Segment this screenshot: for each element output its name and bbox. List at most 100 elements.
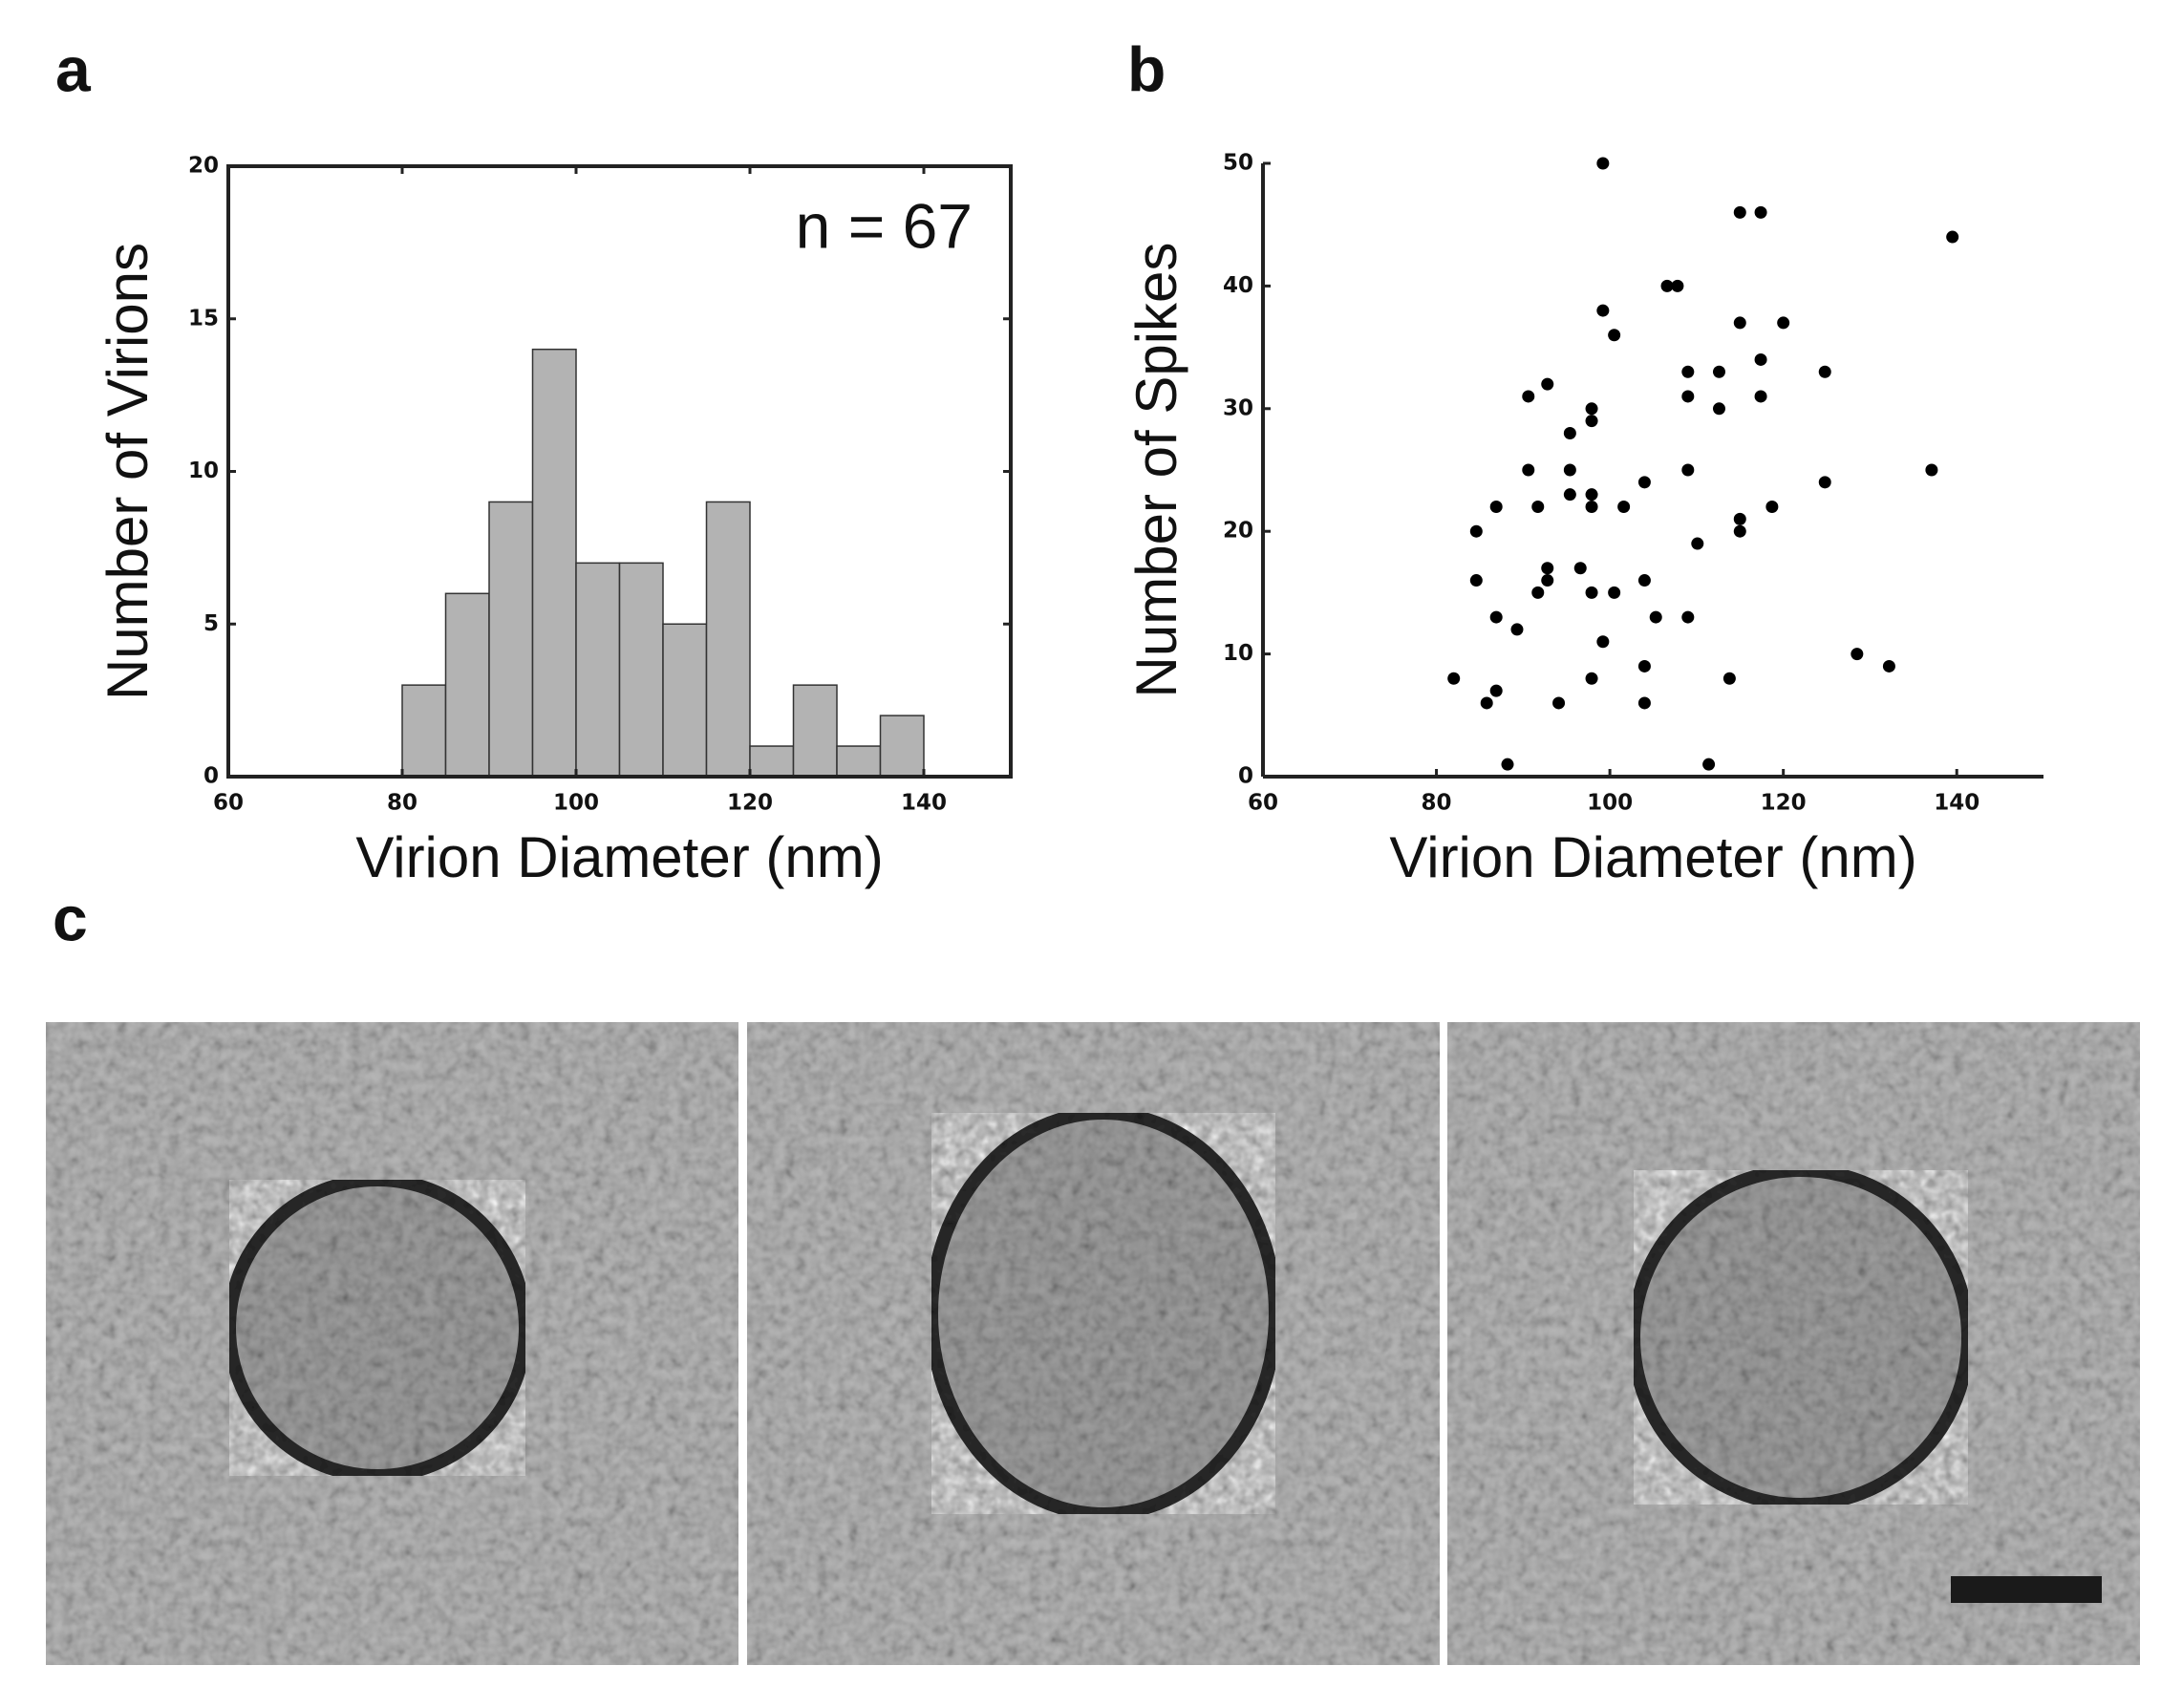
point [1818, 476, 1831, 489]
x-tick-label: 80 [387, 791, 417, 816]
micrograph [1447, 1022, 2140, 1665]
point [1681, 610, 1695, 624]
point [1712, 402, 1725, 416]
x-axis-label: Virion Diameter (nm) [1389, 825, 1916, 889]
point [1447, 672, 1461, 685]
bar [792, 684, 838, 778]
y-tick-label: 0 [203, 764, 219, 789]
point [1637, 476, 1651, 489]
point [1681, 390, 1695, 403]
x-tick-label: 140 [1934, 791, 1979, 816]
point [1541, 574, 1554, 587]
point [1489, 610, 1503, 624]
x-tick-label: 60 [213, 791, 244, 816]
point [1649, 610, 1662, 624]
point [1660, 279, 1674, 292]
point [1585, 672, 1598, 685]
point [1541, 562, 1554, 575]
point [1469, 524, 1483, 538]
point [1733, 524, 1746, 538]
point [1552, 696, 1566, 710]
y-tick-label: 10 [188, 459, 219, 483]
point [1765, 501, 1779, 514]
point [1637, 574, 1651, 587]
bar [531, 348, 577, 778]
x-tick-label: 60 [1248, 791, 1278, 816]
annotation: n = 67 [796, 190, 973, 261]
point [1617, 501, 1631, 514]
point [1754, 390, 1767, 403]
point [1925, 463, 1938, 477]
point [1563, 488, 1576, 502]
point [1563, 463, 1576, 477]
panel-label: b [1127, 33, 1166, 104]
point [1585, 586, 1598, 599]
point [1733, 316, 1746, 330]
point [1946, 230, 1959, 244]
point [1818, 365, 1831, 378]
panel-label: a [55, 33, 92, 104]
y-tick-label: 20 [188, 154, 219, 179]
point [1531, 501, 1545, 514]
point [1573, 562, 1587, 575]
point [1637, 659, 1651, 673]
bar [444, 592, 490, 778]
point [1777, 316, 1790, 330]
point [1733, 512, 1746, 525]
x-tick-label: 100 [1587, 791, 1633, 816]
scale-bar [1951, 1576, 2102, 1603]
point [1851, 648, 1864, 661]
point [1671, 279, 1684, 292]
x-axis-label: Virion Diameter (nm) [355, 825, 883, 889]
x-tick-label: 140 [901, 791, 947, 816]
point [1596, 304, 1610, 317]
point [1608, 586, 1621, 599]
point [1596, 635, 1610, 649]
point [1691, 537, 1704, 550]
x-tick-label: 100 [553, 791, 599, 816]
y-axis-label: Number of Spikes [1124, 243, 1188, 698]
point [1469, 574, 1483, 587]
y-tick-label: 5 [203, 611, 219, 636]
point [1596, 157, 1610, 170]
y-tick-label: 10 [1223, 641, 1253, 666]
point [1722, 672, 1736, 685]
point [1608, 329, 1621, 342]
y-tick-label: 15 [188, 306, 219, 331]
point [1754, 205, 1767, 219]
point [1541, 377, 1554, 391]
y-axis-label: Number of Virions [96, 243, 160, 700]
bar [836, 745, 882, 778]
bar [662, 623, 708, 778]
micrograph [46, 1022, 738, 1665]
point [1681, 463, 1695, 477]
point [1681, 365, 1695, 378]
point [1585, 501, 1598, 514]
point [1489, 501, 1503, 514]
point [1480, 696, 1493, 710]
y-tick-label: 0 [1238, 764, 1253, 789]
bar [705, 501, 751, 778]
point [1702, 758, 1716, 771]
bar [618, 562, 664, 778]
point [1531, 586, 1545, 599]
point [1489, 684, 1503, 697]
bar [488, 501, 534, 778]
x-tick-label: 80 [1422, 791, 1452, 816]
point [1882, 659, 1895, 673]
point [1501, 758, 1514, 771]
y-tick-label: 40 [1223, 273, 1253, 298]
point [1712, 365, 1725, 378]
plot-frame [226, 164, 1013, 779]
y-tick-label: 20 [1223, 519, 1253, 544]
point [1563, 426, 1576, 439]
bar [879, 715, 925, 778]
point [1733, 205, 1746, 219]
point [1585, 488, 1598, 502]
micrograph [747, 1022, 1440, 1665]
x-tick-label: 120 [1761, 791, 1807, 816]
micrographs [46, 1022, 2140, 1665]
point [1637, 696, 1651, 710]
panel-label: c [53, 883, 88, 953]
